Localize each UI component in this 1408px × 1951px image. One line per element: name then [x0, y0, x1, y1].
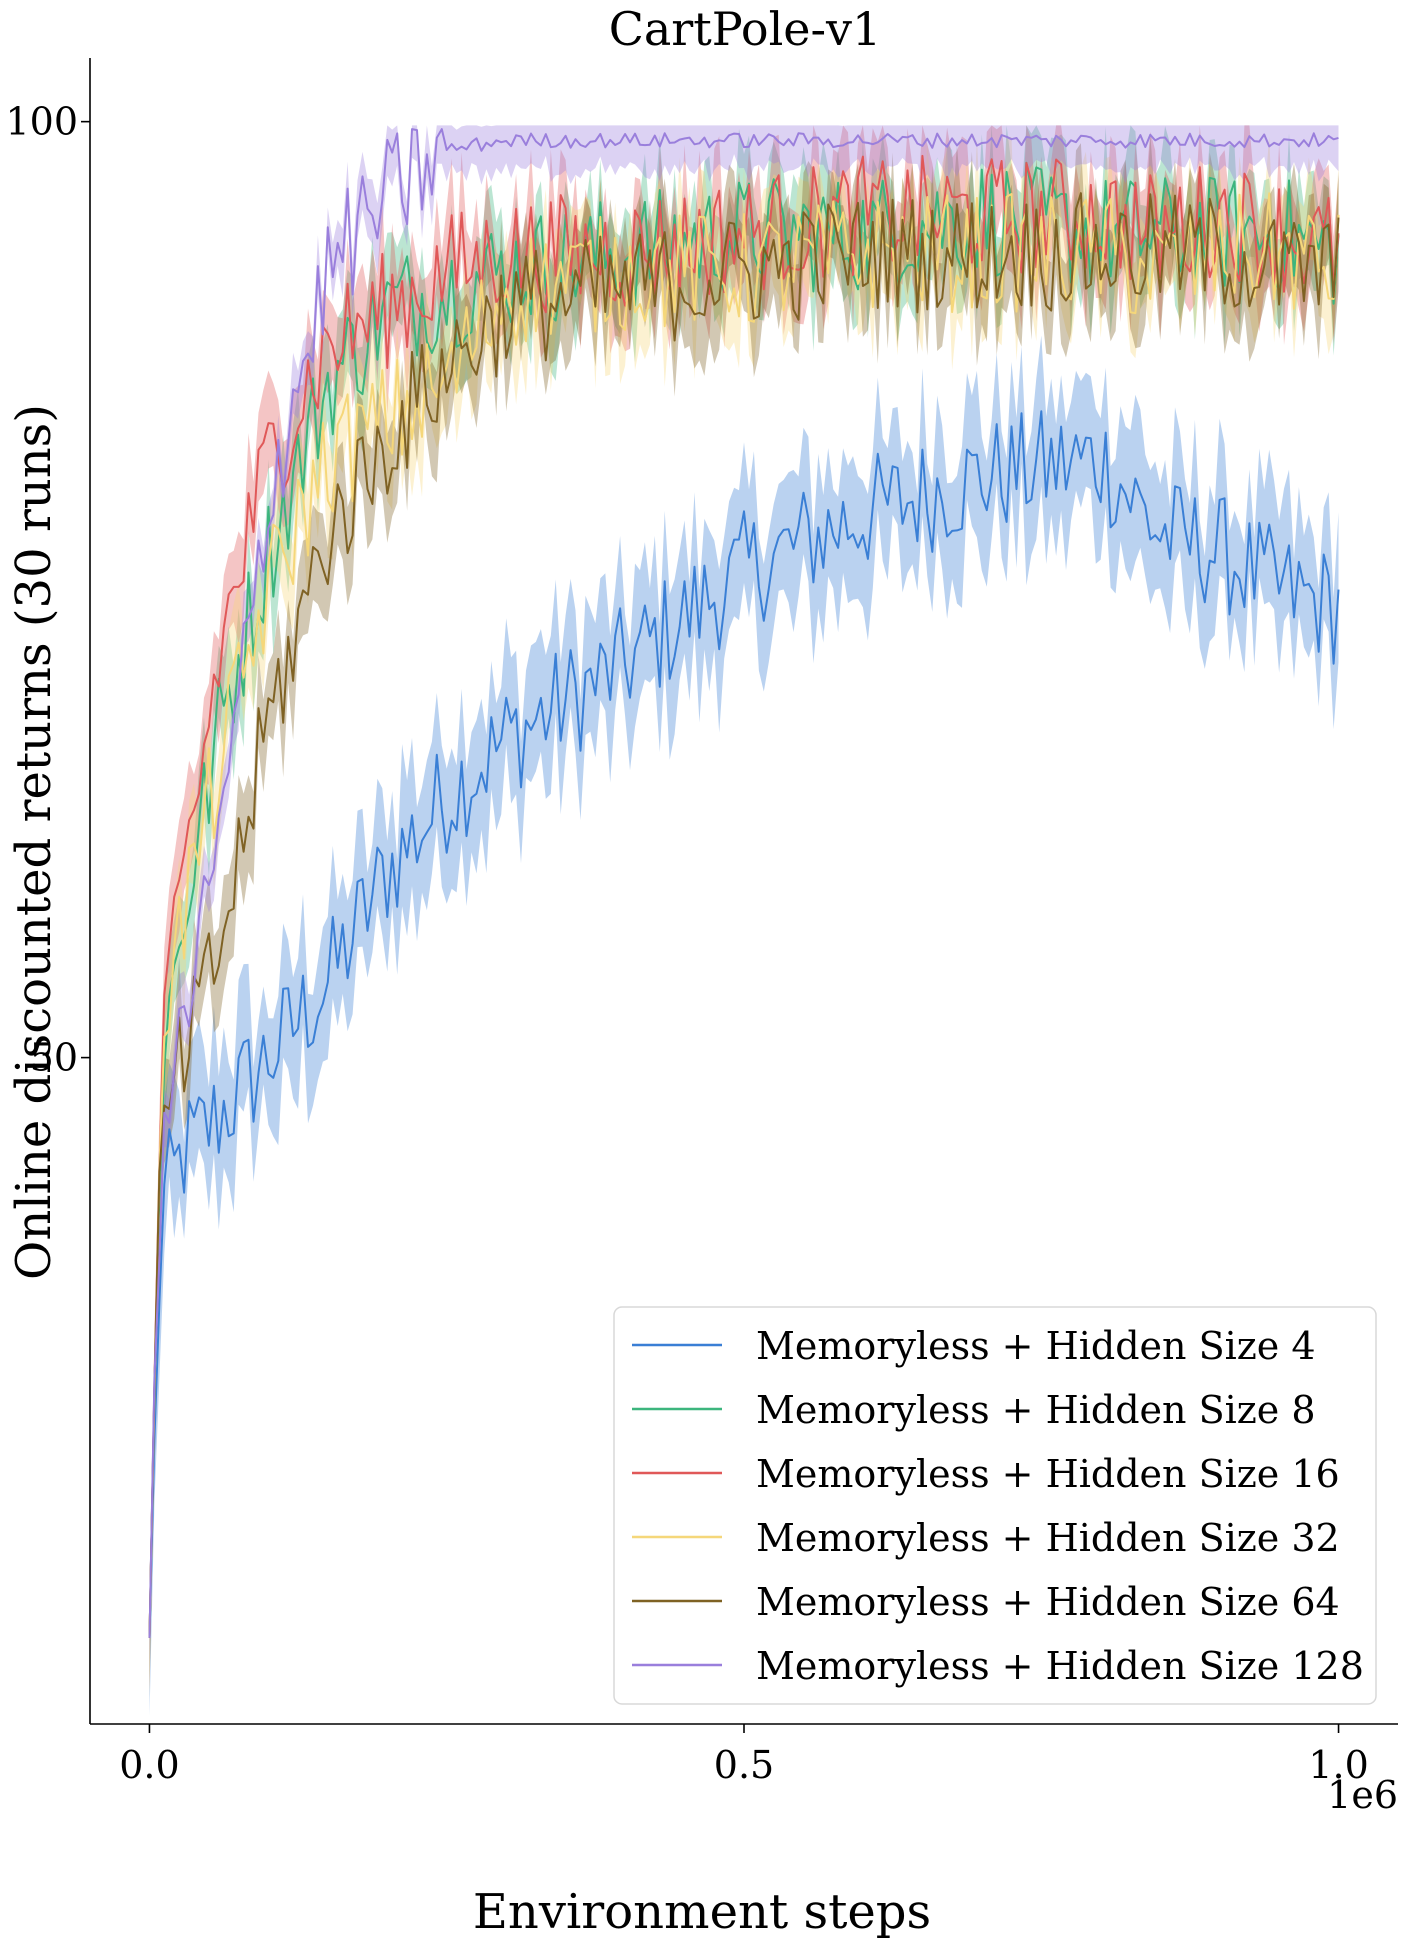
legend-label: Memoryless + Hidden Size 16: [756, 1452, 1340, 1496]
chart-title: CartPole-v1: [609, 2, 882, 56]
legend-label: Memoryless + Hidden Size 32: [756, 1516, 1340, 1560]
y-ticks: 50 100: [5, 100, 90, 1080]
legend-label: Memoryless + Hidden Size 64: [756, 1580, 1340, 1624]
legend-label: Memoryless + Hidden Size 4: [756, 1324, 1316, 1368]
x-tick-label: 0.0: [119, 1743, 179, 1787]
line-series-1: [148, 410, 1340, 1638]
legend: Memoryless + Hidden Size 4 Memoryless + H…: [613, 1306, 1377, 1705]
legend-box: [613, 1306, 1377, 1705]
y-tick-label: 50: [30, 1036, 78, 1080]
x-tick-label: 1.0: [1308, 1743, 1368, 1787]
line-series-4: [148, 192, 1340, 1638]
x-tick-label: 0.5: [714, 1743, 774, 1787]
line-series-3: [148, 154, 1340, 1638]
x-ticks: 0.0 0.5 1.0: [119, 1724, 1369, 1787]
confidence-bands: [149, 125, 1339, 1716]
x-axis-label: Environment steps: [473, 1884, 931, 1940]
series-lines: [148, 128, 1340, 1638]
line-series-2: [148, 161, 1340, 1638]
band-series-5: [149, 134, 1339, 1698]
line-series-6: [148, 128, 1339, 1638]
legend-label: Memoryless + Hidden Size 128: [756, 1644, 1364, 1688]
legend-label: Memoryless + Hidden Size 8: [756, 1388, 1316, 1432]
line-series-5: [148, 192, 1340, 1638]
band-series-1: [149, 335, 1339, 1716]
y-axis-label: Online discounted returns (30 runs): [6, 404, 62, 1280]
y-tick-label: 100: [5, 100, 78, 144]
x-offset-label: 1e6: [1327, 1773, 1398, 1817]
